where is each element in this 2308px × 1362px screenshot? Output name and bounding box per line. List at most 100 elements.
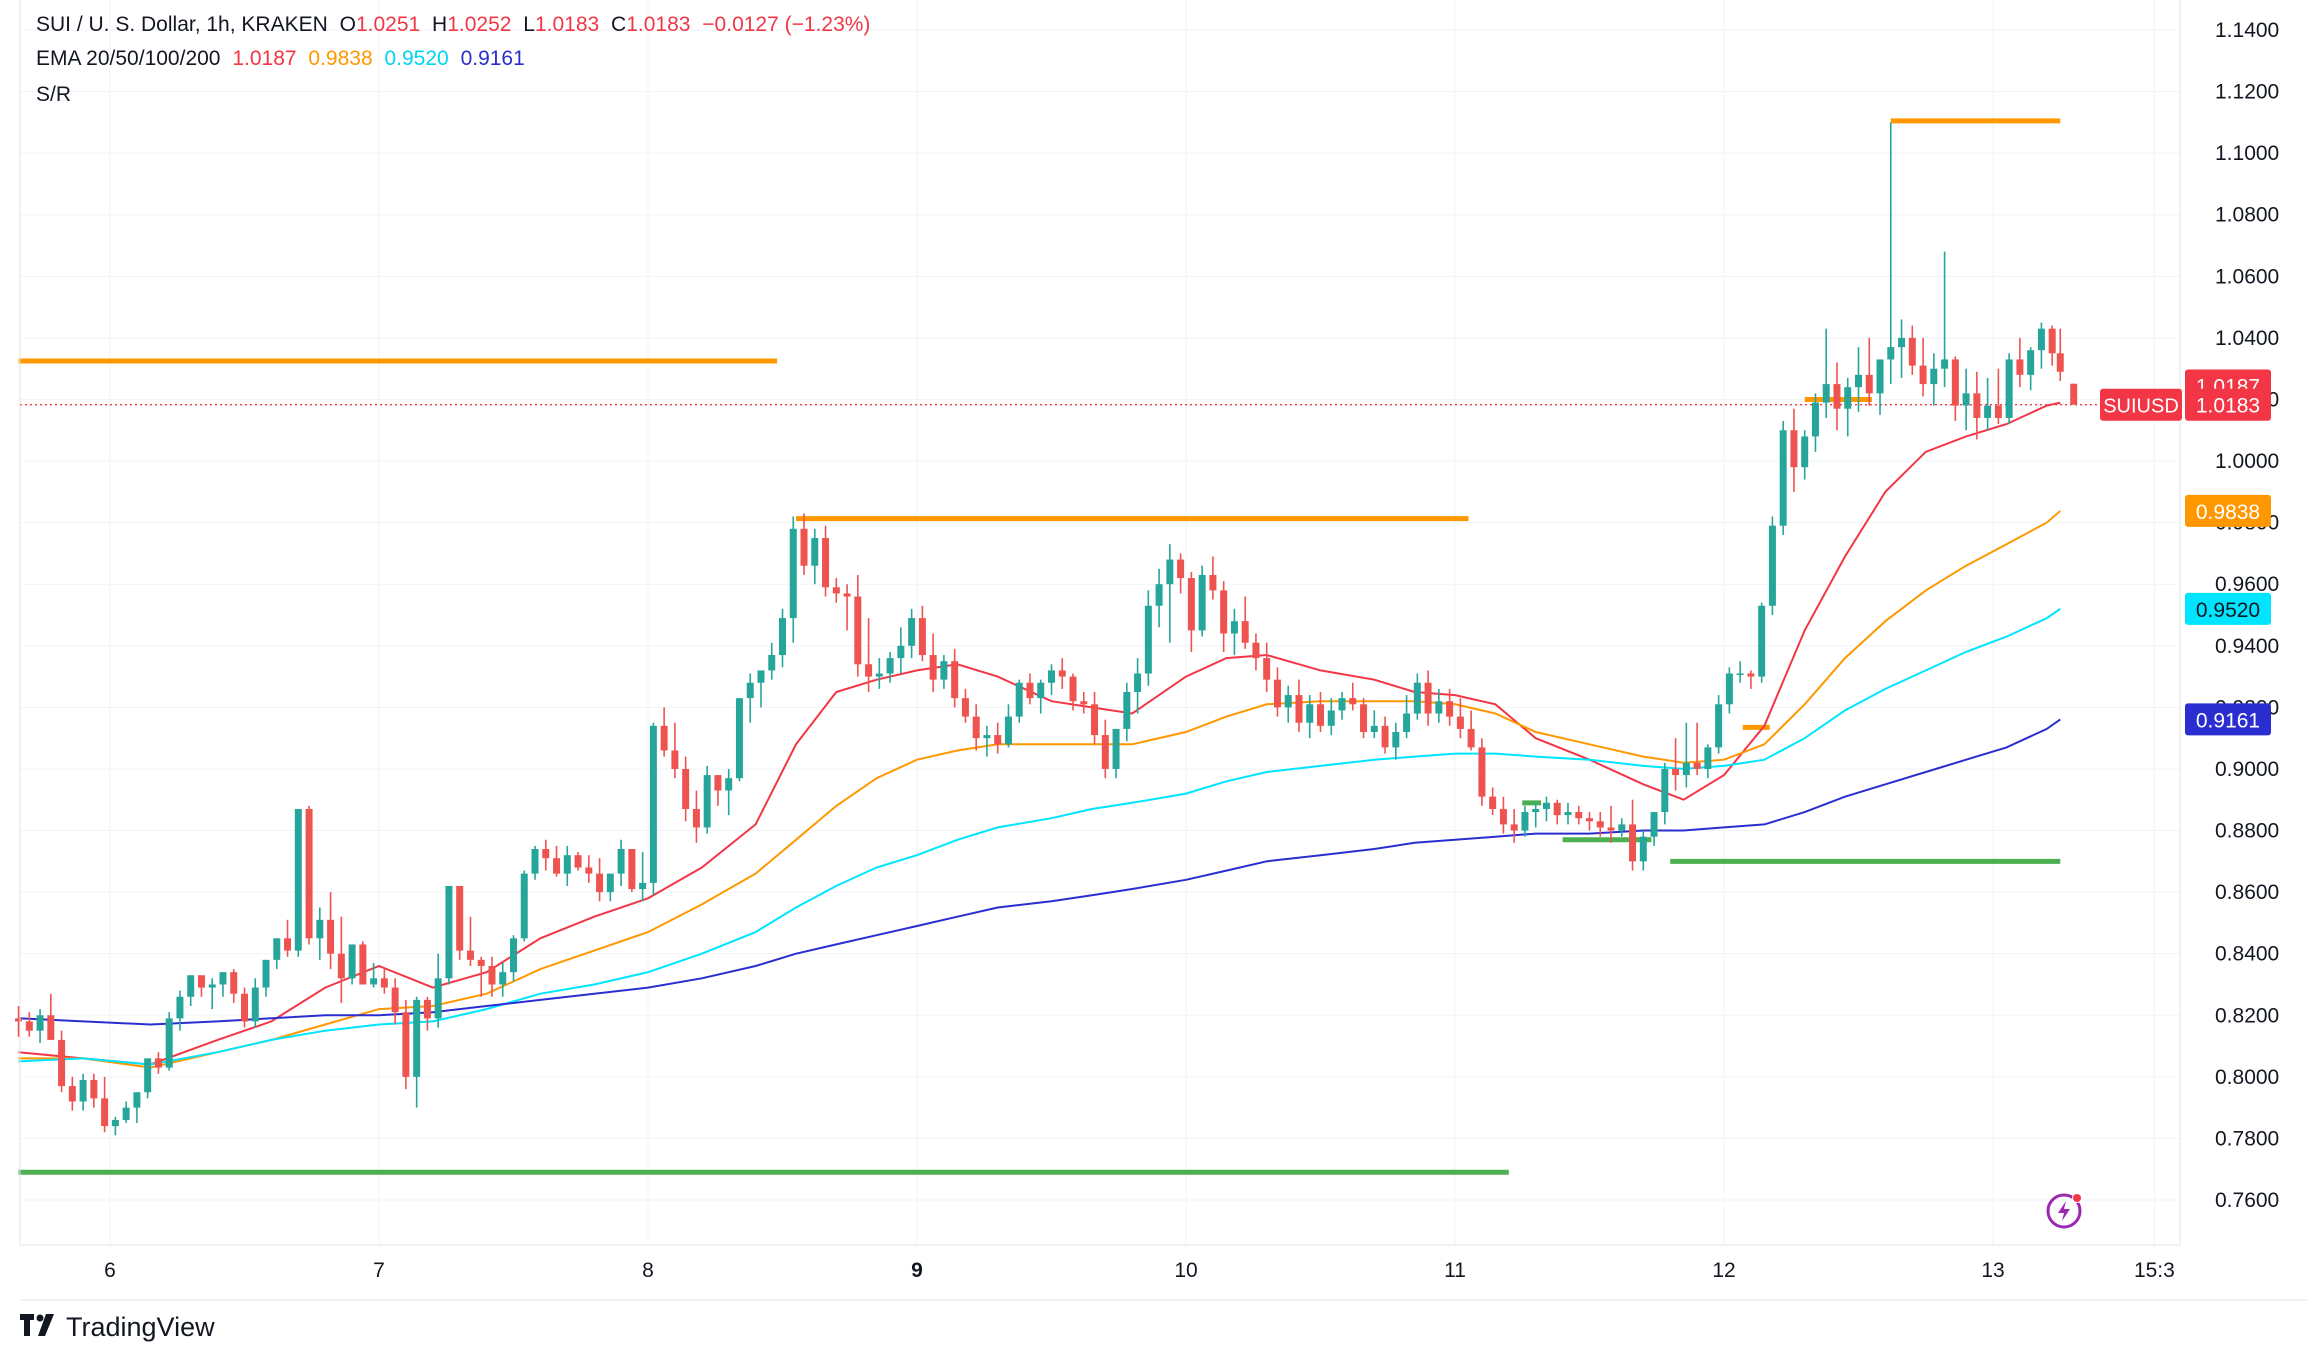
candle-body[interactable] [122,1107,130,1120]
candle-body[interactable] [671,750,679,769]
candle-body[interactable] [1736,673,1744,676]
candle-body[interactable] [639,882,647,890]
candle-body[interactable] [434,978,442,1019]
sr-label[interactable]: S/R [36,83,72,106]
candle-body[interactable] [940,661,948,680]
candle-body[interactable] [1187,578,1195,631]
candle-body[interactable] [628,849,636,890]
candle-body[interactable] [219,972,227,985]
candle-body[interactable] [391,987,399,1013]
candle-body[interactable] [284,938,292,951]
candle-body[interactable] [972,716,980,739]
candle-body[interactable] [779,618,786,656]
candle-body[interactable] [101,1098,109,1127]
candle-body[interactable] [1693,762,1701,769]
candle-body[interactable] [1801,436,1809,468]
candle-body[interactable] [111,1119,119,1127]
candle-body[interactable] [456,885,464,951]
candle-body[interactable] [176,996,184,1019]
candle-body[interactable] [25,1021,33,1031]
candle-body[interactable] [1026,682,1034,699]
candle-body[interactable] [327,919,335,954]
candle-body[interactable] [983,735,991,739]
candle-body[interactable] [154,1058,162,1068]
candle-body[interactable] [1295,695,1303,723]
candle-body[interactable] [1639,836,1647,862]
candle-body[interactable] [789,528,797,619]
candle-body[interactable] [1984,405,1992,418]
candle-body[interactable] [1198,574,1206,631]
candle-body[interactable] [208,984,216,988]
candle-body[interactable] [1919,365,1927,385]
candle-body[interactable] [1413,682,1421,714]
candle-body[interactable] [822,538,830,588]
candle-body[interactable] [994,735,1002,745]
candle-body[interactable] [606,873,614,893]
candle-body[interactable] [2070,383,2078,405]
candle-body[interactable] [660,725,668,751]
candle-body[interactable] [15,1018,23,1022]
candle-body[interactable] [2056,353,2064,372]
candle-body[interactable] [875,673,883,677]
candle-body[interactable] [1112,728,1120,769]
candle-body[interactable] [423,999,431,1019]
candle-body[interactable] [1898,337,1906,348]
candle-body[interactable] [1499,808,1507,825]
candle-body[interactable] [2016,359,2024,375]
candle-body[interactable] [1037,682,1045,699]
candle-body[interactable] [47,1015,55,1040]
candle-body[interactable] [832,587,840,594]
candle-body[interactable] [961,698,969,717]
candle-body[interactable] [1844,387,1852,409]
candle-body[interactable] [1661,768,1669,813]
candle-body[interactable] [1080,701,1088,705]
candle-body[interactable] [1252,642,1260,659]
candle-body[interactable] [1973,393,1981,418]
candle-body[interactable] [1855,374,1862,388]
candle-body[interactable] [1327,710,1335,726]
candle-body[interactable] [1887,347,1895,360]
candle-body[interactable] [1510,824,1518,831]
candle-body[interactable] [1951,359,1959,406]
candle-body[interactable] [1650,812,1658,837]
candle-body[interactable] [1467,728,1475,748]
candle-body[interactable] [1209,574,1217,591]
candle-body[interactable] [1596,821,1604,828]
candle-body[interactable] [359,944,367,985]
candle-body[interactable] [692,808,700,828]
candle-body[interactable] [1489,796,1497,809]
candle-body[interactable] [2005,359,2013,418]
candle-body[interactable] [1768,525,1776,606]
candle-body[interactable] [499,972,507,985]
candle-body[interactable] [1349,698,1357,705]
candle-body[interactable] [262,959,270,988]
candle-body[interactable] [1672,768,1680,776]
candle-body[interactable] [865,664,873,677]
candle-body[interactable] [725,778,733,791]
candle-body[interactable] [1144,605,1152,674]
candle-body[interactable] [1392,732,1400,748]
candle-body[interactable] [897,645,905,659]
candle-body[interactable] [768,655,776,671]
candle-body[interactable] [1284,695,1292,708]
lightning-icon[interactable] [2045,1190,2085,1230]
candle-body[interactable] [1629,824,1637,862]
ema-legend[interactable]: EMA 20/50/100/200 1.0187 0.9838 0.9520 0… [36,44,531,74]
candle-body[interactable] [951,661,959,699]
candle-body[interactable] [488,966,496,985]
candle-body[interactable] [908,618,916,646]
candle-body[interactable] [1177,559,1185,579]
candle-body[interactable] [413,999,421,1077]
candle-body[interactable] [1155,584,1163,606]
candle-body[interactable] [1478,747,1486,797]
candle-body[interactable] [316,919,324,939]
candle-body[interactable] [746,682,754,699]
candle-body[interactable] [1241,621,1249,643]
candle-body[interactable] [574,855,582,868]
candle-body[interactable] [1015,682,1023,717]
candle-body[interactable] [2027,350,2035,375]
candle-body[interactable] [843,593,851,597]
candle-body[interactable] [1908,337,1916,366]
candle-body[interactable] [735,698,743,779]
